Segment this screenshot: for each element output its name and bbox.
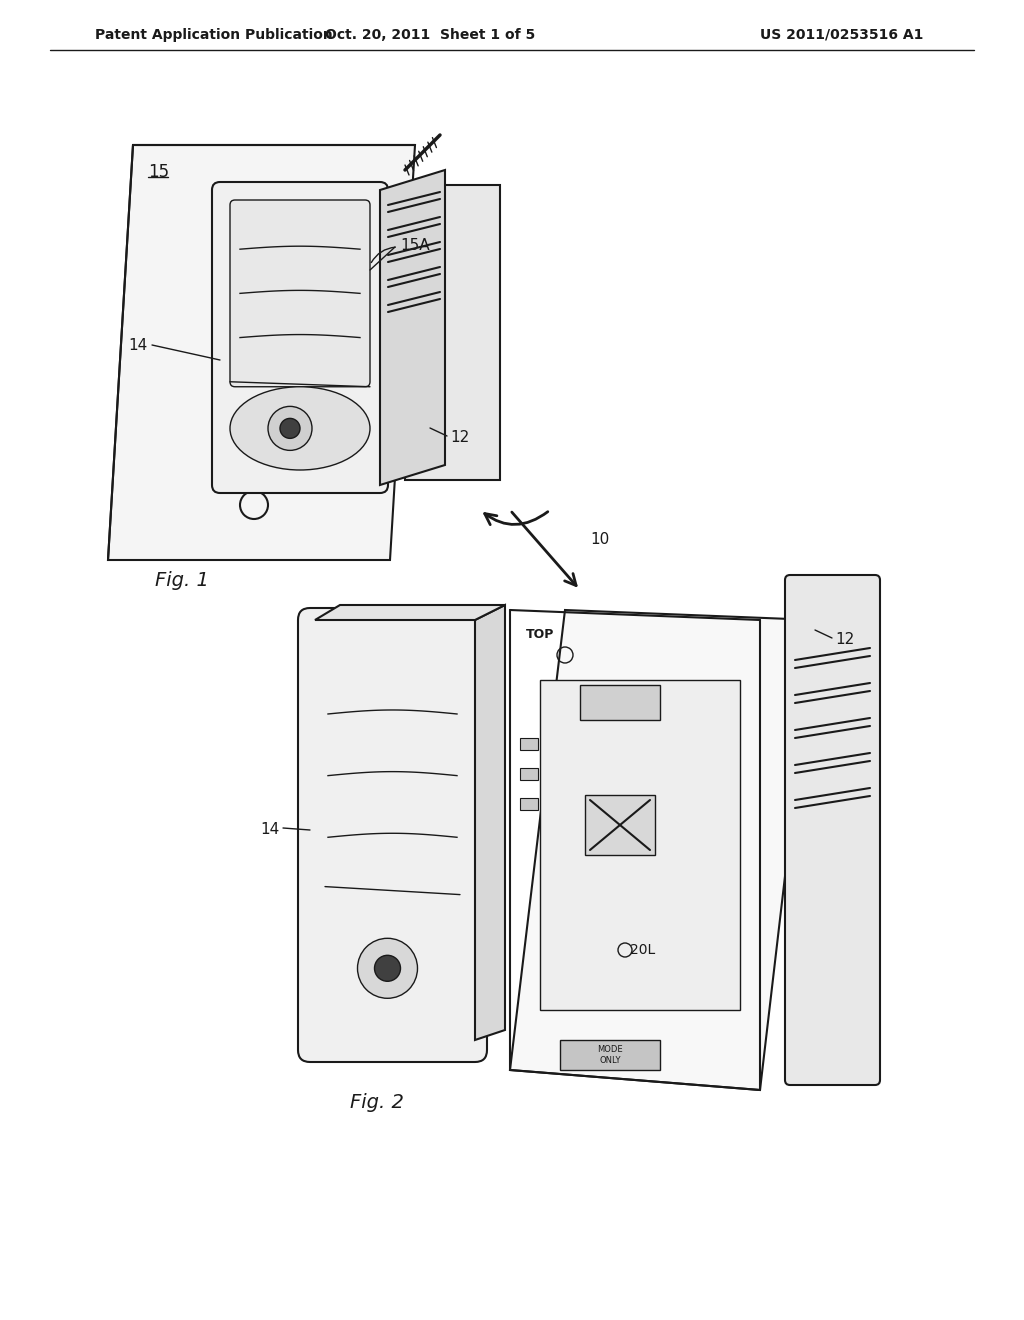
- Text: 14: 14: [261, 822, 280, 837]
- Text: Fig. 2: Fig. 2: [350, 1093, 403, 1111]
- FancyBboxPatch shape: [520, 768, 538, 780]
- Text: 15A: 15A: [400, 238, 430, 252]
- Polygon shape: [510, 610, 815, 1090]
- Circle shape: [280, 418, 300, 438]
- Polygon shape: [475, 605, 505, 1040]
- FancyBboxPatch shape: [560, 1040, 660, 1071]
- Text: Oct. 20, 2011  Sheet 1 of 5: Oct. 20, 2011 Sheet 1 of 5: [325, 28, 536, 42]
- Text: MODE
ONLY: MODE ONLY: [597, 1045, 623, 1065]
- FancyBboxPatch shape: [580, 685, 660, 719]
- FancyBboxPatch shape: [540, 680, 740, 1010]
- Text: Patent Application Publication: Patent Application Publication: [95, 28, 333, 42]
- Text: 12: 12: [450, 430, 469, 446]
- Text: 15: 15: [148, 162, 169, 181]
- FancyBboxPatch shape: [520, 738, 538, 750]
- Polygon shape: [406, 185, 500, 480]
- Polygon shape: [315, 605, 505, 620]
- Circle shape: [357, 939, 418, 998]
- Text: 20L: 20L: [630, 942, 655, 957]
- Circle shape: [268, 407, 312, 450]
- Ellipse shape: [230, 387, 370, 470]
- Text: 12: 12: [835, 632, 854, 648]
- FancyBboxPatch shape: [212, 182, 388, 492]
- FancyBboxPatch shape: [585, 795, 655, 855]
- FancyBboxPatch shape: [785, 576, 880, 1085]
- FancyBboxPatch shape: [520, 799, 538, 810]
- FancyBboxPatch shape: [230, 201, 370, 387]
- Text: US 2011/0253516 A1: US 2011/0253516 A1: [760, 28, 924, 42]
- Polygon shape: [108, 145, 415, 560]
- Polygon shape: [380, 170, 445, 484]
- Text: Fig. 1: Fig. 1: [155, 570, 209, 590]
- Text: 14: 14: [129, 338, 148, 352]
- Text: TOP: TOP: [525, 628, 554, 642]
- Circle shape: [375, 956, 400, 981]
- Text: 10: 10: [590, 532, 609, 548]
- FancyBboxPatch shape: [298, 609, 487, 1063]
